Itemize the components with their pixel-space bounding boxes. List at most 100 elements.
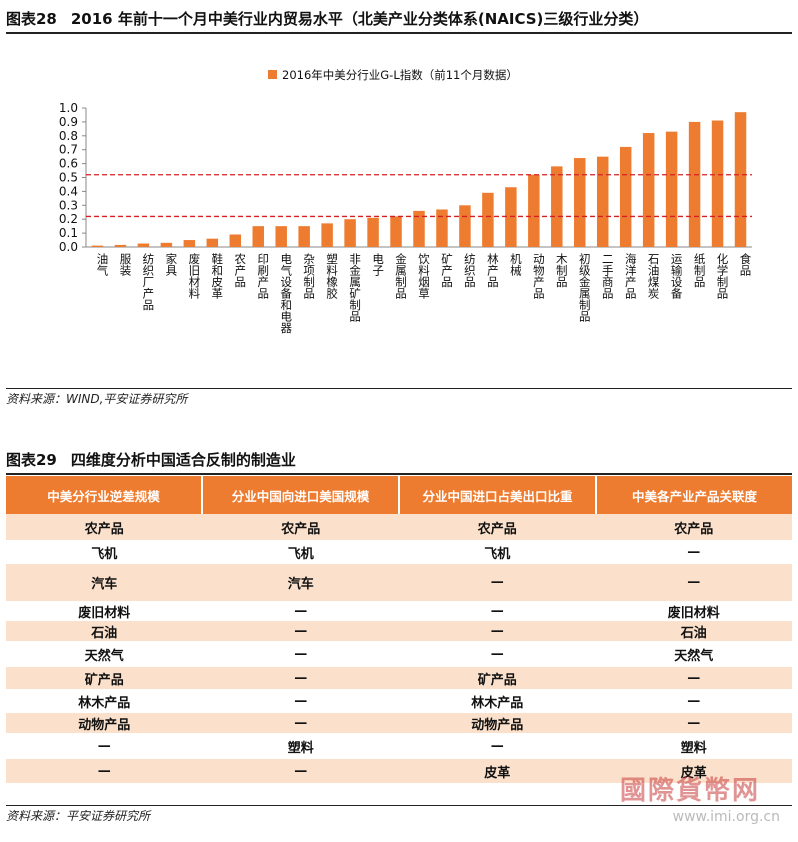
table-cell: 塑料	[680, 740, 707, 756]
figure29-title: 图表29 四维度分析中国适合反制的制造业	[6, 447, 792, 475]
legend-swatch	[268, 70, 277, 79]
x-tick-label: 电气设备和电器	[279, 253, 293, 334]
table-body: 农产品 农产品 农产品 农产品 飞机 飞机 飞机 — 汽车 汽车 — — 废旧材料 — — 废旧材料 石油 — — 石…	[6, 514, 792, 783]
table-cell: —	[294, 646, 308, 662]
x-tick-label: 农产品	[233, 252, 247, 287]
bar	[436, 209, 448, 247]
figure28-title: 图表28 2016 年前十一个月中美行业内贸易水平（北美产业分类体系(NAICS)…	[6, 6, 792, 34]
table-cell: 农产品	[674, 521, 714, 537]
table-cell: 农产品	[281, 521, 321, 537]
bar	[91, 245, 104, 247]
table-cell: —	[687, 715, 701, 731]
figure29-title-text: 四维度分析中国适合反制的制造业	[70, 451, 296, 469]
bar	[482, 192, 494, 247]
bar	[137, 243, 150, 247]
x-tick-label: 非金属矿制品	[348, 253, 362, 322]
figure28-number: 图表28	[6, 10, 57, 28]
table-cell: 林木产品	[471, 695, 524, 711]
table-cell: 皮革	[680, 765, 707, 781]
x-tick-label: 纸制品	[693, 253, 707, 288]
y-tick-label: 0.0	[59, 240, 78, 254]
table-cell: —	[687, 693, 701, 709]
table-cell: 矿产品	[477, 672, 517, 688]
x-tick-label: 服装	[118, 253, 132, 277]
table-header-cell: 分业中国向进口美国规模	[203, 476, 400, 514]
table-row: 汽车 汽车 — —	[6, 564, 792, 601]
x-tick-label: 海洋产品	[624, 252, 638, 299]
gl-index-bar-chart: 2016年中美分行业G-L指数（前11个月数据）0.00.10.20.30.40…	[59, 68, 753, 334]
table-cell: —	[490, 623, 504, 639]
bar	[183, 240, 196, 247]
table-row: 林木产品 — 林木产品 —	[6, 689, 792, 713]
table-cell: —	[294, 715, 308, 731]
table-cell: —	[294, 623, 308, 639]
table-cell: —	[294, 693, 308, 709]
table-cell: 矿产品	[84, 672, 124, 688]
table-cell: 林木产品	[78, 695, 131, 711]
figure28-title-text: 2016 年前十一个月中美行业内贸易水平（北美产业分类体系(NAICS)三级行业…	[70, 10, 649, 28]
x-tick-label: 食品	[739, 252, 753, 276]
counter-measure-table: 中美分行业逆差规模 分业中国向进口美国规模 分业中国进口占美出口比重 中美各产业…	[6, 476, 792, 801]
table-cell: 飞机	[484, 546, 511, 562]
table-header-cell: 分业中国进口占美出口比重	[400, 476, 597, 514]
table-cell: 农产品	[477, 521, 517, 537]
bar	[275, 226, 287, 247]
table-cell: —	[687, 575, 701, 590]
x-tick-label: 矿产品	[440, 253, 454, 288]
table-cell: 汽车	[91, 577, 118, 592]
y-tick-label: 0.9	[59, 115, 78, 129]
x-tick-label: 废旧材料	[187, 252, 201, 300]
table-cell: 废旧材料	[667, 605, 720, 621]
bar	[321, 223, 333, 247]
bar	[459, 205, 471, 247]
legend-label: 2016年中美分行业G-L指数（前11个月数据）	[282, 68, 518, 82]
table-row: 矿产品 — 矿产品 —	[6, 667, 792, 689]
bar	[574, 158, 586, 247]
x-tick-label: 塑料橡胶	[325, 252, 339, 300]
x-tick-label: 运输设备	[670, 253, 684, 300]
table-header-cell: 中美各产业产品关联度	[631, 488, 757, 504]
bar	[688, 121, 701, 247]
x-tick-label: 油气	[95, 252, 109, 276]
x-tick-label: 纺织品	[463, 252, 477, 287]
x-tick-label: 纺织厂产品	[141, 252, 155, 310]
table-row: 废旧材料 — — 废旧材料	[6, 601, 792, 621]
table-cell: —	[490, 575, 504, 590]
table-row: 天然气 — — 天然气	[6, 641, 792, 667]
table-row: 农产品 农产品 农产品 农产品	[6, 514, 792, 540]
bar	[551, 166, 563, 247]
table-cell: —	[490, 646, 504, 662]
table-cell: 动物产品	[78, 717, 131, 733]
table-cell: —	[294, 603, 308, 619]
table-cell: 皮革	[484, 765, 511, 781]
bar	[505, 187, 517, 247]
table-row: 石油 — — 石油	[6, 621, 792, 641]
table-cell: 废旧材料	[78, 605, 131, 621]
figure29-number: 图表29	[6, 451, 57, 469]
bar	[528, 174, 540, 247]
table-cell: 汽车	[287, 577, 314, 592]
bar	[229, 234, 242, 247]
table-cell: 农产品	[84, 521, 124, 537]
bar	[734, 112, 747, 247]
y-tick-label: 0.7	[59, 143, 78, 157]
bar	[619, 146, 632, 247]
bar	[367, 217, 379, 247]
table-row: 动物产品 — 动物产品 —	[6, 713, 792, 733]
table-cell: —	[490, 603, 504, 619]
bar	[252, 226, 264, 247]
y-tick-label: 0.5	[59, 171, 78, 185]
y-tick-label: 0.3	[59, 198, 78, 212]
bar	[160, 242, 173, 247]
table-cell: 石油	[680, 625, 707, 641]
y-tick-label: 0.4	[59, 184, 78, 198]
table-row: — — 皮革 皮革	[6, 759, 792, 783]
x-tick-label: 印刷产品	[256, 253, 270, 299]
bar	[390, 216, 402, 247]
bar	[298, 226, 310, 247]
bar	[642, 133, 655, 247]
x-tick-label: 鞋和皮革	[210, 252, 224, 299]
table-cell: —	[97, 763, 111, 779]
x-tick-label: 电子	[371, 253, 385, 276]
y-tick-label: 1.0	[59, 101, 78, 115]
